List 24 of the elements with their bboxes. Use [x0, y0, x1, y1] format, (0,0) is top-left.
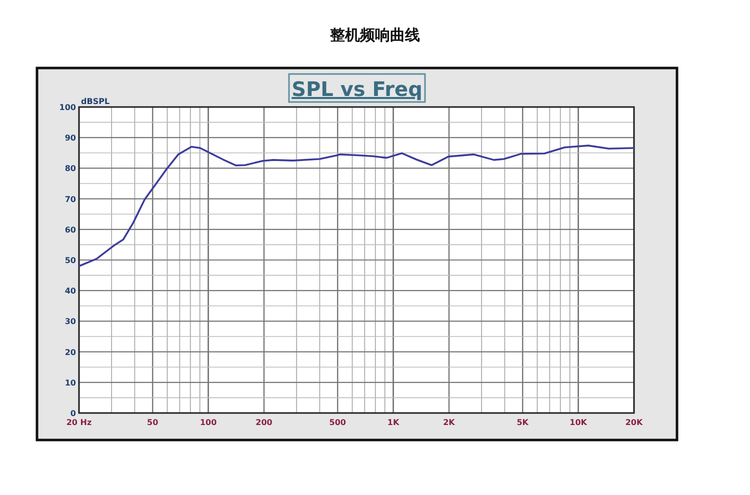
y-tick-label: 100: [59, 103, 76, 112]
x-tick-label: 20 Hz: [66, 418, 92, 427]
x-tick-label: 50: [147, 418, 159, 427]
y-tick-label: 30: [64, 317, 76, 326]
x-tick-label: 10K: [570, 418, 588, 427]
x-tick-label: 500: [329, 418, 346, 427]
x-tick-label: 20K: [625, 418, 644, 427]
y-tick-label: 40: [64, 286, 76, 296]
y-tick-label: 20: [64, 348, 76, 357]
x-tick-label: 100: [200, 418, 218, 427]
x-tick-label: 1K: [387, 418, 400, 427]
y-tick-label: 0: [70, 409, 76, 418]
x-tick-label: 200: [256, 418, 273, 427]
y-tick-label: 60: [64, 225, 76, 234]
x-tick-label: 5K: [516, 418, 530, 427]
x-tick-label: 2K: [443, 418, 456, 427]
y-tick-label: 70: [64, 194, 76, 204]
chart-subtitle: SPL vs Freq: [292, 77, 422, 101]
y-tick-label: 80: [64, 164, 76, 174]
y-tick-label: 50: [64, 256, 76, 265]
y-tick-label: 90: [64, 134, 76, 143]
y-axis-title: dBSPL: [81, 97, 110, 106]
y-tick-label: 10: [64, 378, 76, 388]
chart-title: 整机频响曲线: [329, 26, 420, 44]
